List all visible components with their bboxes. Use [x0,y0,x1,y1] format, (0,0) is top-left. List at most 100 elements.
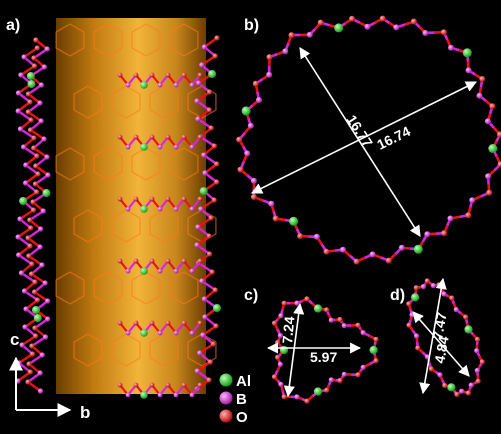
aluminum-atom [279,345,289,355]
boron-atom [125,82,131,88]
oxygen-atom [410,18,417,25]
boron-atom [173,330,179,336]
bond [19,127,35,140]
framework-ring [169,271,199,305]
bond [33,291,49,302]
boron-atom [17,216,23,222]
dimension-label-c1: 7.24 [279,316,297,345]
boron-atom [125,144,131,150]
aluminum-atom [140,205,148,213]
boron-atom [18,72,24,78]
boron-atom [328,317,334,323]
boron-atom [468,382,474,388]
panel-b: 16.77 16.74 b) [236,15,501,265]
bond [201,280,216,291]
boron-atom [38,118,44,124]
legend-al-swatch [219,373,233,387]
oxygen-atom [29,351,36,357]
oxygen-atom [197,72,203,78]
boron-atom [41,64,48,70]
framework-ring [131,271,161,305]
oxygen-atom [133,258,139,264]
boron-atom [23,180,29,186]
oxygen-atom [324,307,330,313]
oxygen-atom [275,354,281,360]
oxygen-atom [165,134,171,140]
oxygen-atom [479,359,485,365]
oxygen-atom [489,103,496,110]
oxygen-atom [149,72,155,78]
boron-atom [201,152,207,158]
bond [28,354,44,365]
boron-atom [202,314,208,320]
boron-atom [360,364,366,370]
framework-ring [73,333,103,367]
bond [27,84,43,95]
oxygen-atom [373,358,379,364]
legend-b-label: B [236,391,247,408]
oxygen-atom [353,258,360,265]
boron-atom [38,82,45,88]
aluminum-atom [19,197,28,205]
legend-o-label: O [236,409,248,426]
oxygen-atom [165,382,171,388]
oxygen-atom [355,372,361,378]
oxygen-atom [27,369,33,375]
boron-atom [196,80,202,86]
bond [21,334,37,347]
boron-atom [189,268,195,274]
oxygen-atom [206,377,212,383]
boron-atom [393,24,400,31]
oxygen-atom [428,366,434,372]
oxygen-atom [212,53,218,59]
dimension-label-d2: 4.84 [431,335,452,365]
oxygen-atom [304,398,310,404]
aluminum-atom [140,143,148,151]
framework-ring [55,23,85,57]
oxygen-atom [34,189,40,195]
boron-atom [42,280,48,286]
framework-ring [149,209,179,243]
oxygen-atom [117,320,123,326]
boron-atom [23,162,29,168]
boron-atom [437,372,443,378]
boron-atom [189,206,195,212]
oxygen-atom [206,89,213,95]
oxygen-atom [324,387,330,393]
boron-atom [195,224,201,230]
panel-c-label: c) [244,287,258,304]
boron-atom [201,296,207,302]
oxygen-atom [349,15,355,22]
oxygen-atom [133,382,139,388]
oxygen-atom [181,196,187,202]
oxygen-atom [34,153,40,159]
framework-ring [187,333,217,367]
framework-ring [169,147,199,181]
oxygen-atom [31,289,38,295]
oxygen-atom [213,323,219,329]
oxygen-atom [207,251,213,257]
aluminum-atom [334,23,344,33]
oxygen-atom [181,382,187,388]
oxygen-atom [373,336,379,342]
oxygen-atom [317,19,324,26]
framework-ring [169,23,199,57]
oxygen-atom [486,189,493,196]
boron-atom [200,332,206,338]
oxygen-atom [440,29,447,36]
boron-atom [157,144,163,150]
oxygen-atom [26,253,32,259]
oxygen-atom [149,134,155,140]
boron-atom [15,234,21,240]
aluminum-atom [411,293,420,302]
aluminum-atom [32,306,40,314]
boron-atom [247,122,254,129]
bond [198,262,213,273]
oxygen-atom [31,63,38,69]
oxygen-atom [197,382,203,388]
boron-atom [424,231,431,238]
boron-atom [328,377,334,383]
oxygen-atom [385,257,392,264]
oxygen-atom [27,243,33,249]
bond [19,209,35,220]
